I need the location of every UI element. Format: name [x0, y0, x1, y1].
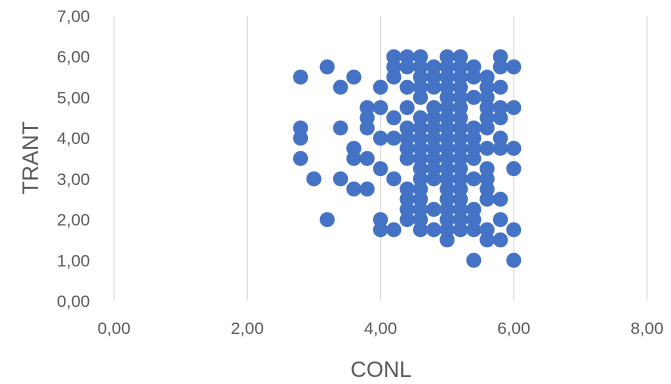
data-point [426, 171, 442, 187]
data-point [492, 191, 508, 207]
data-point [466, 89, 482, 105]
data-point [293, 69, 309, 85]
data-point [319, 212, 335, 228]
x-tick-label: 6,00 [497, 319, 530, 338]
data-point [466, 171, 482, 187]
data-point [506, 222, 522, 238]
data-point [426, 201, 442, 217]
data-point [386, 222, 402, 238]
data-point [293, 151, 309, 166]
x-tick-label: 4,00 [364, 319, 397, 338]
data-point [426, 79, 442, 95]
x-tick-label: 2,00 [231, 319, 264, 338]
y-tick-label: 5,00 [57, 88, 90, 107]
data-point [373, 161, 388, 177]
data-point [492, 140, 508, 156]
data-point [506, 161, 522, 177]
data-point [386, 110, 402, 126]
data-point [346, 69, 362, 85]
data-point [466, 151, 482, 166]
x-tick-labels: 0,00 2,00 4,00 6,00 8,00 [97, 319, 663, 338]
data-point [333, 79, 349, 95]
data-point [492, 59, 508, 75]
data-point [479, 120, 495, 136]
data-point [466, 252, 482, 268]
data-point [346, 151, 362, 166]
data-point [479, 232, 495, 248]
data-point [479, 191, 495, 207]
y-tick-label: 6,00 [57, 48, 90, 67]
data-point [333, 120, 349, 136]
data-point [426, 222, 442, 238]
data-points [293, 49, 522, 268]
data-point [373, 79, 388, 95]
data-point [399, 100, 415, 116]
data-point [492, 232, 508, 248]
data-point [359, 181, 375, 197]
data-point [506, 100, 522, 116]
data-point [506, 140, 522, 156]
y-tick-label: 4,00 [57, 129, 90, 148]
data-point [359, 120, 375, 136]
data-point [386, 69, 402, 85]
data-point [439, 232, 455, 248]
data-point [492, 212, 508, 228]
y-tick-labels: 0,00 1,00 2,00 3,00 4,00 5,00 6,00 7,00 [57, 7, 90, 311]
data-point [412, 222, 428, 238]
y-tick-label: 3,00 [57, 170, 90, 189]
data-point [319, 59, 335, 75]
data-point [412, 89, 428, 105]
data-point [466, 69, 482, 85]
data-point [399, 59, 415, 75]
data-point [506, 59, 522, 75]
data-point [359, 151, 375, 166]
x-tick-label: 8,00 [630, 319, 663, 338]
data-point [492, 110, 508, 126]
data-point [399, 151, 415, 166]
data-point [466, 222, 482, 238]
data-point [373, 130, 388, 146]
y-tick-label: 0,00 [57, 292, 90, 311]
data-point [386, 130, 402, 146]
data-point [492, 79, 508, 95]
gridlines [113, 16, 648, 301]
data-point [373, 100, 388, 116]
data-point [399, 212, 415, 228]
data-point [346, 181, 362, 197]
y-tick-label: 1,00 [57, 251, 90, 270]
data-point [399, 79, 415, 95]
data-point [373, 222, 388, 238]
data-point [479, 140, 495, 156]
data-point [452, 222, 468, 238]
data-point [506, 252, 522, 268]
data-point [306, 171, 322, 187]
data-point [293, 130, 309, 146]
x-tick-label: 0,00 [97, 319, 130, 338]
y-tick-label: 7,00 [57, 7, 90, 26]
data-point [333, 171, 349, 187]
y-tick-label: 2,00 [57, 211, 90, 230]
data-point [386, 171, 402, 187]
y-axis-title: TRANT [18, 121, 43, 194]
x-axis-title: CONL [350, 357, 411, 382]
